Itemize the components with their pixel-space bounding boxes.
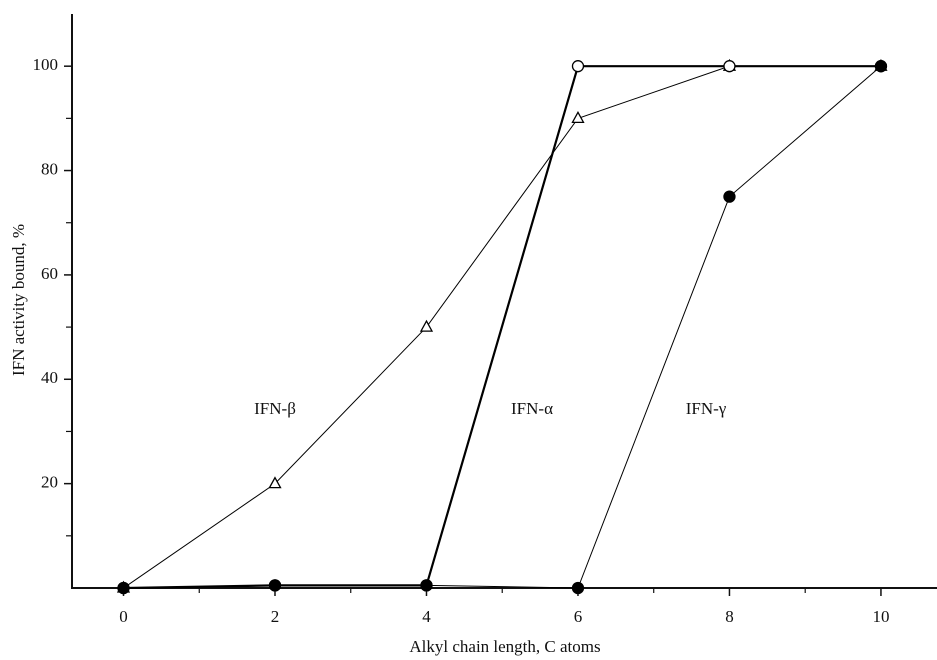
x-tick-label: 2 bbox=[271, 607, 280, 626]
series-label: IFN-β bbox=[254, 399, 296, 418]
x-tick-label: 10 bbox=[872, 607, 889, 626]
series-label: IFN-α bbox=[511, 399, 553, 418]
series-line bbox=[123, 65, 882, 589]
y-axis-label: IFN activity bound, % bbox=[9, 224, 28, 376]
marker bbox=[419, 319, 434, 332]
y-tick-label: 40 bbox=[41, 368, 58, 387]
y-tick-label: 80 bbox=[41, 159, 58, 178]
x-tick-label: 4 bbox=[422, 607, 431, 626]
marker bbox=[571, 60, 585, 73]
marker bbox=[571, 581, 585, 595]
x-tick-label: 6 bbox=[574, 607, 583, 626]
marker bbox=[420, 579, 433, 592]
marker bbox=[723, 190, 736, 203]
marker bbox=[268, 476, 282, 489]
x-tick-label: 8 bbox=[725, 607, 734, 626]
x-tick-label: 0 bbox=[119, 607, 128, 626]
y-tick-label: 100 bbox=[33, 55, 59, 74]
marker bbox=[874, 60, 888, 73]
marker bbox=[117, 581, 130, 595]
series-label: IFN-γ bbox=[686, 399, 727, 418]
marker bbox=[723, 60, 736, 73]
y-tick-label: 60 bbox=[41, 264, 58, 283]
x-axis-label: Alkyl chain length, C atoms bbox=[409, 637, 600, 656]
marker bbox=[268, 579, 282, 592]
marker bbox=[571, 111, 585, 124]
y-tick-label: 20 bbox=[41, 473, 58, 492]
